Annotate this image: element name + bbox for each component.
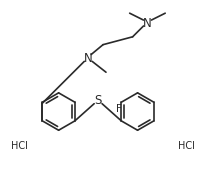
Text: F: F	[116, 104, 122, 114]
Text: HCl: HCl	[11, 141, 28, 151]
Text: HCl: HCl	[179, 141, 195, 151]
Text: N: N	[143, 17, 152, 30]
Text: S: S	[94, 94, 102, 107]
Text: N: N	[84, 52, 93, 65]
